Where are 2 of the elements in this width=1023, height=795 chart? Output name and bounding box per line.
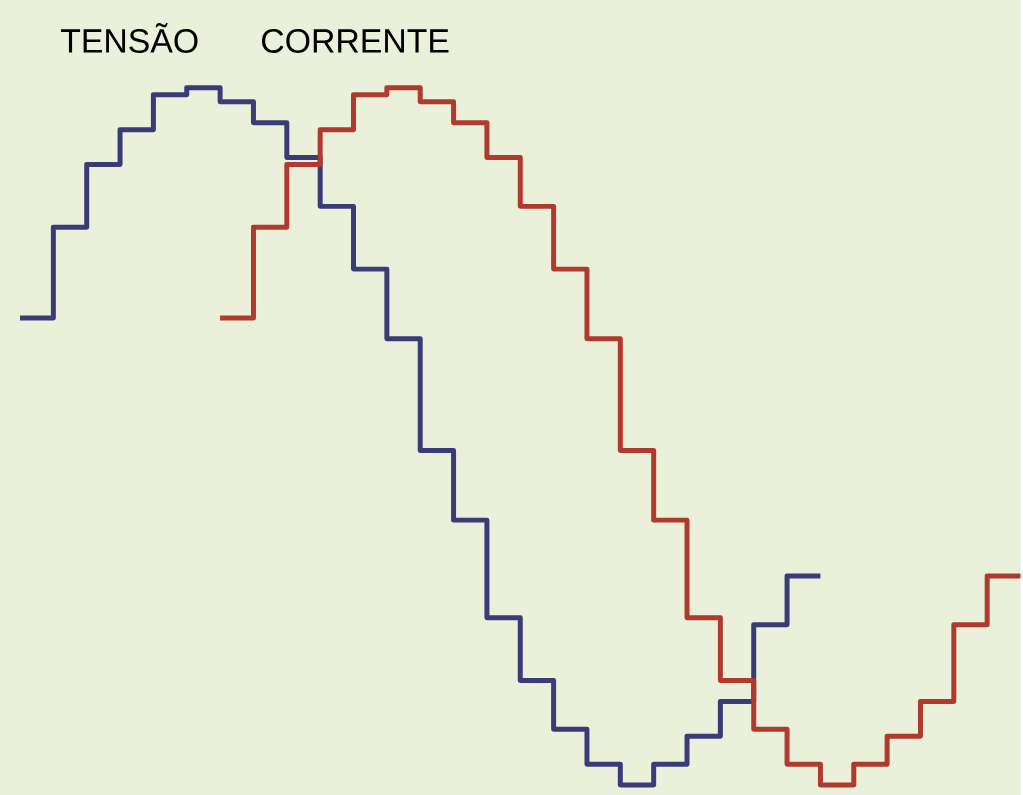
series-label: TENSÃO — [60, 22, 198, 53]
series-label: CORRENTE — [262, 29, 449, 53]
